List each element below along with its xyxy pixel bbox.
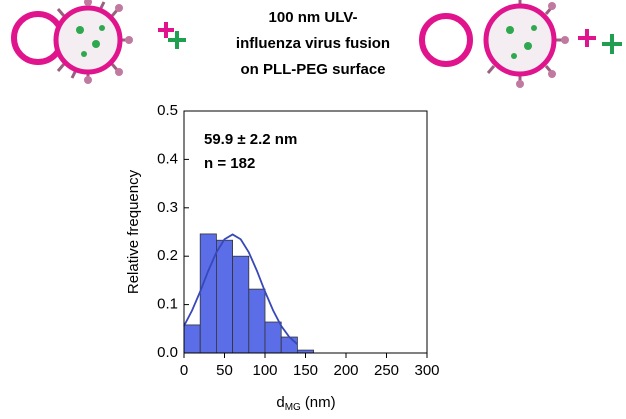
bar xyxy=(232,255,250,354)
x-axis-label-main: d xyxy=(276,394,284,411)
y-tick-label: 0.3 xyxy=(157,199,178,216)
bar xyxy=(280,336,298,354)
x-tick-label: 0 xyxy=(180,362,188,379)
chart-title: 100 nm ULV- xyxy=(269,9,358,26)
y-axis-label: Relative frequency xyxy=(125,169,142,294)
x-tick-label: 50 xyxy=(216,362,233,379)
bar xyxy=(183,324,201,354)
y-tick-label: 0.2 xyxy=(157,247,178,264)
bar xyxy=(215,239,233,354)
x-tick-label: 200 xyxy=(333,362,358,379)
bar xyxy=(199,233,217,354)
y-tick-label: 0.0 xyxy=(157,344,178,361)
annotation: n = 182 xyxy=(204,155,255,172)
x-axis-label-unit: (nm) xyxy=(305,394,336,411)
chart-title: on PLL-PEG surface xyxy=(240,61,385,78)
x-axis-label-sub: MG xyxy=(285,402,301,413)
x-axis-label: dMG (nm) xyxy=(276,394,335,413)
x-tick-label: 100 xyxy=(252,362,277,379)
bar xyxy=(264,321,282,354)
chart-title: influenza virus fusion xyxy=(236,35,390,52)
fit-curve xyxy=(183,233,299,345)
y-tick-label: 0.1 xyxy=(157,296,178,313)
annotation: 59.9 ± 2.2 nm xyxy=(204,131,297,148)
y-tick-label: 0.4 xyxy=(157,150,178,167)
x-tick-label: 150 xyxy=(293,362,318,379)
bar xyxy=(248,288,266,354)
x-tick-label: 250 xyxy=(374,362,399,379)
y-tick-label: 0.5 xyxy=(157,102,178,119)
x-tick-label: 300 xyxy=(414,362,439,379)
illustration-right xyxy=(419,0,622,88)
illustration-left xyxy=(11,0,186,84)
